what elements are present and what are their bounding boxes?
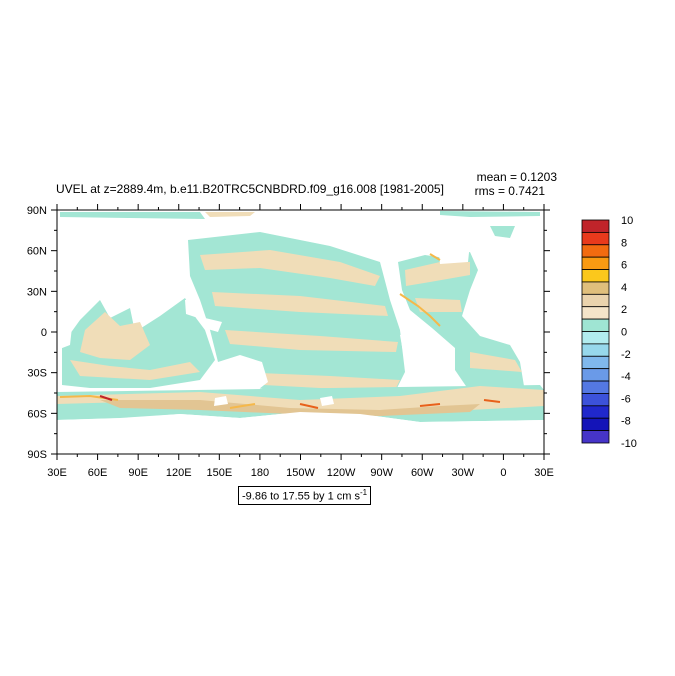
lat-label: 30S xyxy=(27,368,47,380)
velocity-field xyxy=(57,210,544,454)
colorbar-labels: 10 8 6 4 2 0 -2 -4 -6 -8 -10 xyxy=(621,215,637,450)
colorbar-swatch xyxy=(581,318,610,332)
colorbar-swatch xyxy=(581,417,610,432)
colorbar-label: 6 xyxy=(621,260,627,272)
lat-label: 0 xyxy=(41,327,47,339)
rms-value: rms = 0.7421 xyxy=(474,184,545,198)
colorbar-label: -6 xyxy=(621,393,631,405)
colorbar-swatch xyxy=(581,343,610,357)
latitude-labels: 90N 60N 30N 0 30S 60S 90S xyxy=(27,205,47,461)
lon-label: 0 xyxy=(500,467,506,479)
colorbar xyxy=(581,219,610,444)
colorbar-swatch xyxy=(581,355,610,370)
colorbar-label: -8 xyxy=(621,416,631,428)
range-text: -9.86 to 17.55 by 1 cm s xyxy=(242,490,361,503)
lon-label: 30W xyxy=(452,467,475,479)
lon-label: 90E xyxy=(128,467,148,479)
colorbar-label: -4 xyxy=(621,371,631,383)
lon-label: 60W xyxy=(411,467,434,479)
lon-label: 30E xyxy=(534,467,554,479)
longitude-labels: 30E 60E 90E 120E 150E 180 150W 120W 90W 60W 30W 0 30… xyxy=(47,467,554,479)
lon-label: 150W xyxy=(286,467,315,479)
lon-label: 60E xyxy=(88,467,108,479)
colorbar-label: -10 xyxy=(621,438,637,450)
lat-label: 90S xyxy=(27,449,47,461)
colorbar-label: 10 xyxy=(621,215,633,227)
colorbar-swatch xyxy=(581,269,610,283)
colorbar-swatch xyxy=(581,256,610,270)
colorbar-swatch xyxy=(581,293,610,308)
plot-title: UVEL at z=2889.4m, b.e11.B20TRC5CNBDRD.f… xyxy=(56,182,444,196)
lat-label: 60S xyxy=(27,408,47,420)
lat-label: 30N xyxy=(27,286,47,298)
colorbar-swatch xyxy=(581,380,610,394)
mean-value: mean = 0.1203 xyxy=(476,170,557,184)
colorbar-label: 4 xyxy=(621,282,627,294)
colorbar-swatch xyxy=(581,244,610,258)
colorbar-swatch xyxy=(581,219,610,233)
lon-label: 30E xyxy=(47,467,67,479)
lon-label: 150E xyxy=(206,467,232,479)
colorbar-label: -2 xyxy=(621,349,631,361)
colorbar-label: 8 xyxy=(621,237,627,249)
colorbar-swatch xyxy=(581,231,610,246)
lon-label: 180 xyxy=(251,467,269,479)
colorbar-swatch xyxy=(581,393,610,407)
colorbar-swatch xyxy=(581,281,610,295)
lon-label: 90W xyxy=(370,467,393,479)
colorbar-label: 2 xyxy=(621,304,627,316)
colorbar-swatch xyxy=(581,331,610,345)
colorbar-swatch xyxy=(581,368,610,382)
colorbar-swatch xyxy=(581,306,610,320)
axis-ticks xyxy=(51,204,550,460)
colorbar-label: 0 xyxy=(621,327,627,339)
lon-label: 120E xyxy=(166,467,192,479)
lon-label: 120W xyxy=(327,467,356,479)
lat-label: 60N xyxy=(27,246,47,258)
colorbar-swatch xyxy=(581,405,610,419)
contour-range-label: -9.86 to 17.55 by 1 cm s-1 xyxy=(238,486,372,505)
colorbar-swatch xyxy=(581,430,610,444)
range-unit-exponent: -1 xyxy=(360,488,368,497)
lat-label: 90N xyxy=(27,205,47,217)
